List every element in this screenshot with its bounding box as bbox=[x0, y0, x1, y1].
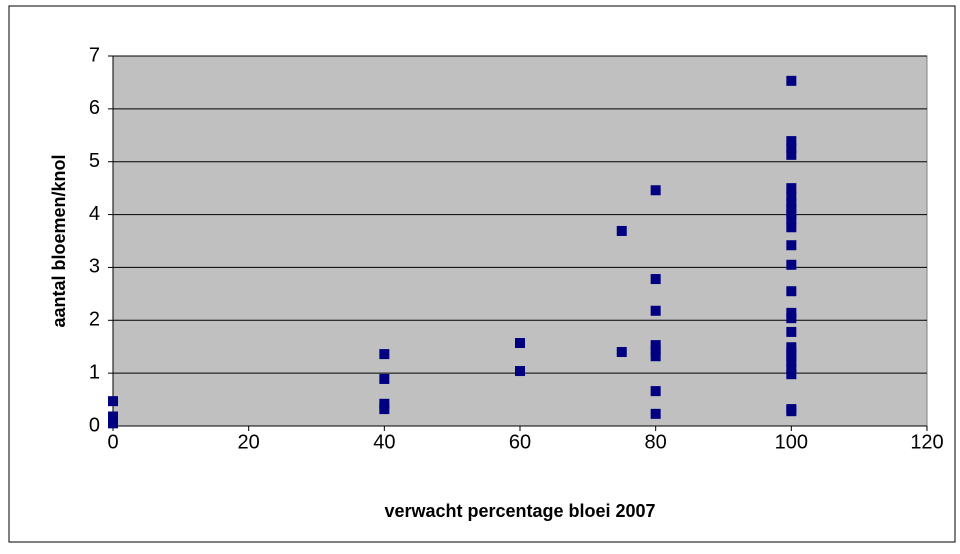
point bbox=[379, 373, 390, 384]
point bbox=[379, 398, 390, 409]
x-tick-label: 40 bbox=[373, 431, 395, 453]
point bbox=[786, 142, 797, 153]
y-tick-label: 0 bbox=[89, 414, 100, 436]
point bbox=[616, 347, 627, 357]
x-tick-label: 80 bbox=[645, 431, 667, 453]
y-tick-label: 7 bbox=[89, 44, 100, 66]
point bbox=[515, 366, 525, 377]
point bbox=[379, 404, 390, 415]
y-tick-label: 6 bbox=[89, 97, 100, 119]
point bbox=[786, 313, 797, 324]
point bbox=[786, 222, 797, 233]
y-tick-label: 3 bbox=[89, 256, 100, 278]
point bbox=[650, 274, 661, 285]
point bbox=[379, 349, 390, 360]
x-tick-label: 120 bbox=[910, 431, 943, 453]
point bbox=[786, 259, 797, 270]
point bbox=[650, 185, 661, 196]
x-tick-label: 60 bbox=[509, 431, 531, 453]
y-tick-label: 4 bbox=[89, 203, 100, 225]
x-tick-label: 100 bbox=[775, 431, 808, 453]
point bbox=[786, 286, 797, 297]
point bbox=[786, 149, 797, 160]
point bbox=[786, 136, 797, 147]
point bbox=[515, 338, 525, 349]
point bbox=[108, 418, 118, 429]
point bbox=[786, 369, 797, 380]
y-tick-label: 5 bbox=[89, 150, 100, 172]
point bbox=[650, 386, 661, 397]
point bbox=[616, 225, 627, 236]
point bbox=[786, 197, 797, 208]
point bbox=[786, 351, 797, 362]
point bbox=[786, 307, 797, 318]
point bbox=[650, 305, 661, 316]
point bbox=[650, 344, 661, 355]
point bbox=[650, 408, 661, 419]
point bbox=[108, 396, 118, 407]
point bbox=[786, 406, 797, 417]
y-axis-title: aantal bloemen/knol bbox=[49, 154, 69, 327]
point bbox=[786, 191, 797, 202]
y-tick-label: 1 bbox=[89, 361, 100, 383]
point bbox=[786, 209, 797, 220]
point bbox=[786, 203, 797, 214]
point bbox=[650, 351, 661, 362]
x-tick-label: 0 bbox=[107, 431, 118, 453]
y-tick-label: 2 bbox=[89, 309, 100, 331]
point bbox=[786, 240, 797, 251]
x-axis-title: verwacht percentage bloei 2007 bbox=[384, 501, 655, 521]
point bbox=[786, 357, 797, 368]
x-tick-label: 20 bbox=[238, 431, 260, 453]
point bbox=[786, 326, 797, 337]
point bbox=[786, 183, 797, 194]
point bbox=[786, 75, 797, 86]
point bbox=[786, 214, 797, 225]
point bbox=[786, 362, 797, 373]
